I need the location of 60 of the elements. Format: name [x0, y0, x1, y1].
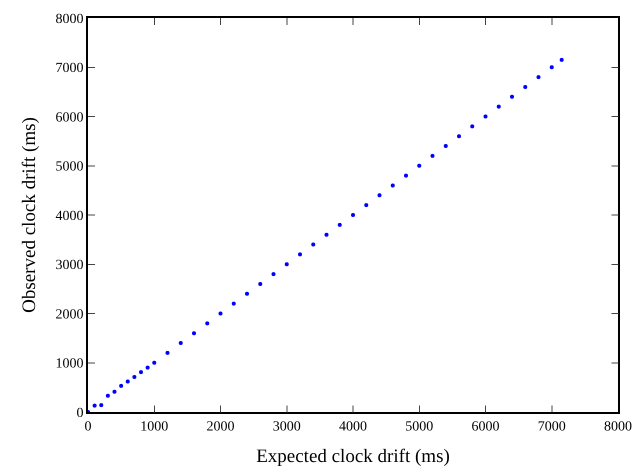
x-tick-label: 3000	[272, 420, 301, 435]
point	[245, 292, 249, 296]
point	[560, 58, 564, 62]
point	[430, 154, 434, 158]
point	[390, 183, 395, 188]
x-tick-label: 2000	[206, 420, 234, 435]
point	[258, 282, 262, 286]
y-tick-label: 7000	[55, 61, 84, 76]
point	[496, 104, 501, 109]
y-tick-label: 3000	[55, 258, 84, 274]
y-tick-label: 6000	[55, 110, 84, 126]
x-tick-label: 6000	[472, 420, 500, 435]
point	[523, 84, 528, 89]
y-axis-title: Observed clock drift (ms)	[18, 117, 40, 313]
point	[166, 350, 170, 355]
x-tick-label: 4000	[339, 420, 367, 435]
point	[284, 262, 289, 266]
point	[364, 203, 368, 208]
x-axis-title: Expected clock drift (ms)	[256, 446, 450, 467]
point	[132, 375, 136, 380]
point	[351, 213, 355, 217]
x-tick-label: 8000	[604, 420, 632, 435]
x-tick-label: 1000	[140, 420, 168, 435]
point	[378, 193, 382, 198]
point	[112, 390, 116, 394]
y-tick-label: 1000	[55, 356, 84, 372]
y-tick-label: 5000	[55, 160, 84, 175]
point	[536, 75, 540, 80]
point	[417, 164, 422, 168]
point	[92, 404, 97, 408]
point	[232, 302, 236, 306]
point	[106, 394, 110, 398]
point	[119, 384, 124, 388]
point	[178, 341, 183, 346]
point	[484, 114, 488, 118]
point	[324, 232, 328, 237]
point	[192, 331, 196, 336]
point	[311, 242, 316, 247]
y-tick-label: 8000	[55, 12, 84, 27]
point	[152, 360, 156, 365]
point	[444, 144, 448, 148]
point	[99, 403, 104, 408]
point	[470, 124, 474, 128]
y-tick-label: 2000	[55, 307, 84, 322]
x-tick-label: 5000	[405, 420, 434, 435]
point	[404, 174, 408, 178]
point	[139, 370, 143, 374]
point	[272, 272, 276, 276]
y-tick-label: 0	[76, 406, 84, 421]
point	[298, 252, 302, 256]
point	[550, 65, 554, 70]
point	[338, 222, 342, 227]
point	[218, 312, 222, 316]
point	[126, 379, 130, 384]
point	[510, 94, 514, 99]
point	[146, 366, 150, 370]
point	[457, 134, 461, 138]
point	[205, 321, 210, 326]
y-tick-label: 4000	[55, 208, 84, 224]
x-tick-label: 7000	[538, 420, 566, 435]
